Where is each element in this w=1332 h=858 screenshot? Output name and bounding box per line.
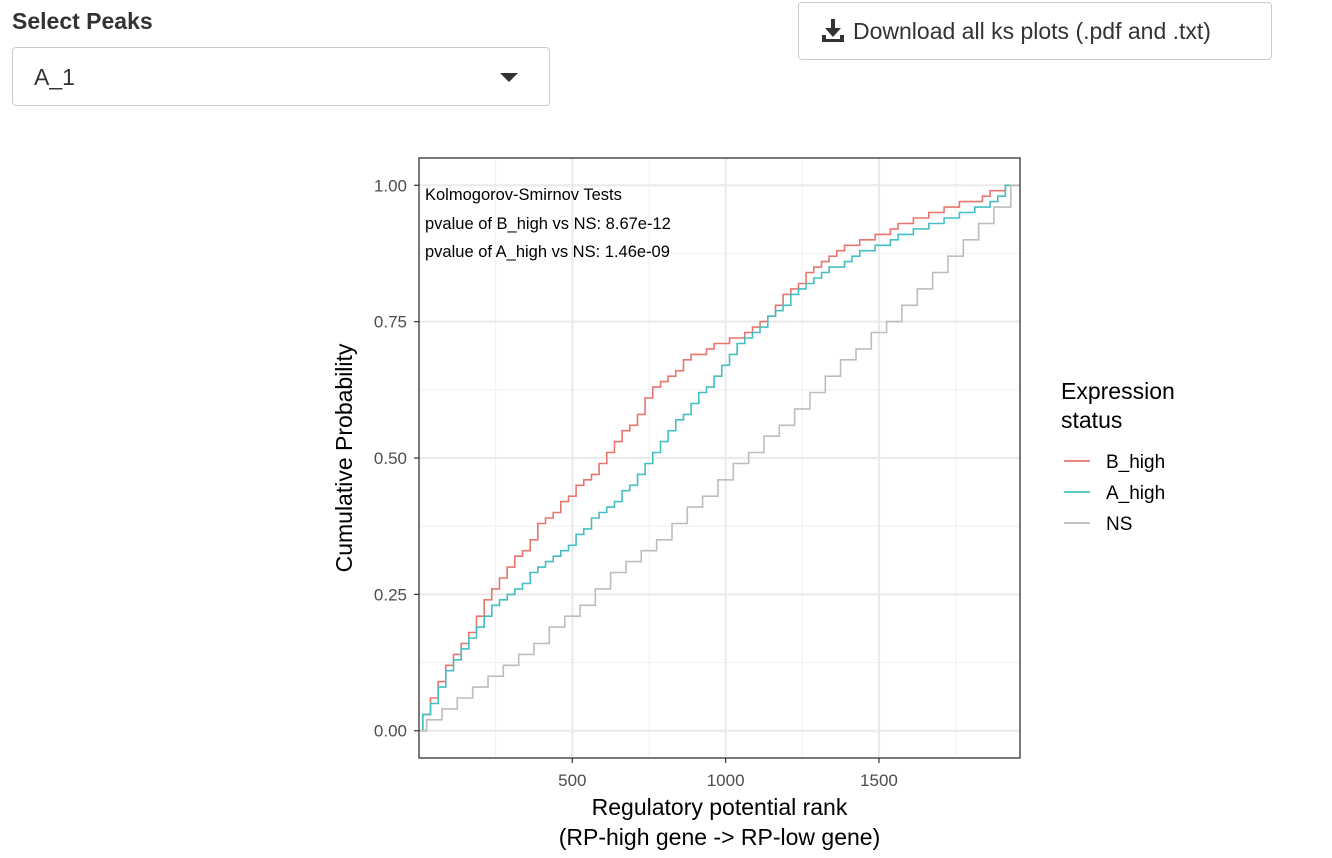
- chevron-down-icon: [500, 73, 518, 82]
- y-tick-label: 0.00: [374, 722, 407, 741]
- ks-annotation: pvalue of B_high vs NS: 8.67e-12: [425, 215, 671, 233]
- x-tick-label: 1000: [707, 771, 745, 790]
- series-line-ns: [419, 184, 1020, 732]
- legend-label: B_high: [1106, 452, 1165, 473]
- y-tick-label: 0.25: [374, 585, 407, 604]
- legend-label: A_high: [1106, 483, 1165, 504]
- y-tick-label: 0.75: [374, 313, 407, 332]
- ks-annotation: Kolmogorov-Smirnov Tests: [425, 186, 622, 204]
- select-peaks-label: Select Peaks: [12, 8, 153, 34]
- download-icon: [822, 19, 844, 42]
- x-axis-title: Regulatory potential rank: [592, 794, 848, 820]
- download-ks-plots-button[interactable]: Download all ks plots (.pdf and .txt): [798, 2, 1272, 60]
- x-tick-label: 1500: [860, 771, 898, 790]
- y-tick-label: 1.00: [374, 176, 407, 195]
- y-axis-title: Cumulative Probability: [331, 343, 357, 572]
- legend-title-line2: status: [1061, 407, 1122, 433]
- series-line-a-high: [419, 184, 1020, 732]
- legend-title: Expression: [1061, 378, 1175, 404]
- x-tick-label: 500: [558, 771, 586, 790]
- ks-annotation: pvalue of A_high vs NS: 1.46e-09: [425, 243, 670, 261]
- series-line-b-high: [419, 184, 1020, 732]
- peaks-select-value: A_1: [34, 64, 75, 90]
- legend-label: NS: [1106, 514, 1132, 535]
- peaks-select[interactable]: A_1: [12, 47, 550, 106]
- y-tick-label: 0.50: [374, 449, 407, 468]
- x-axis-subtitle: (RP-high gene -> RP-low gene): [559, 824, 881, 850]
- download-button-label: Download all ks plots (.pdf and .txt): [853, 17, 1211, 44]
